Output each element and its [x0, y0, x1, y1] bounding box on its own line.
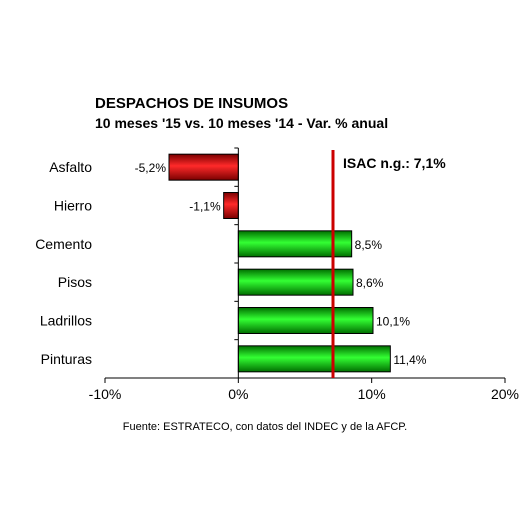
- value-label-ladrillos: 10,1%: [376, 315, 410, 329]
- category-label-pisos: Pisos: [58, 274, 92, 290]
- source-note: Fuente: ESTRATECO, con datos del INDEC y…: [122, 421, 408, 433]
- category-label-ladrillos: Ladrillos: [40, 313, 92, 329]
- value-label-pisos: 8,6%: [356, 276, 384, 290]
- value-label-asfalto: -5,2%: [135, 161, 167, 175]
- chart-title: DESPACHOS DE INSUMOS: [95, 95, 289, 112]
- bar-hierro: [223, 192, 239, 219]
- x-tick-label: 20%: [491, 386, 519, 402]
- x-tick-label: 10%: [358, 386, 386, 402]
- category-label-asfalto: Asfalto: [49, 159, 92, 175]
- bar-cemento: [237, 230, 353, 258]
- x-tick-label: -10%: [89, 386, 122, 402]
- category-label-pinturas: Pinturas: [41, 351, 92, 367]
- value-label-hierro: -1,1%: [189, 200, 221, 214]
- bar-pinturas: [237, 345, 391, 373]
- category-label-hierro: Hierro: [54, 198, 92, 214]
- bar-asfalto: [168, 153, 239, 181]
- bar-ladrillos: [237, 307, 374, 334]
- x-tick-label: 0%: [228, 386, 248, 402]
- bar-pisos: [237, 268, 354, 296]
- reference-line-label: ISAC n.g.: 7,1%: [343, 155, 446, 171]
- value-label-pinturas: 11,4%: [393, 353, 426, 367]
- value-label-cemento: 8,5%: [355, 238, 383, 252]
- category-label-cemento: Cemento: [35, 236, 92, 252]
- chart-subtitle: 10 meses '15 vs. 10 meses '14 - Var. % a…: [95, 115, 389, 131]
